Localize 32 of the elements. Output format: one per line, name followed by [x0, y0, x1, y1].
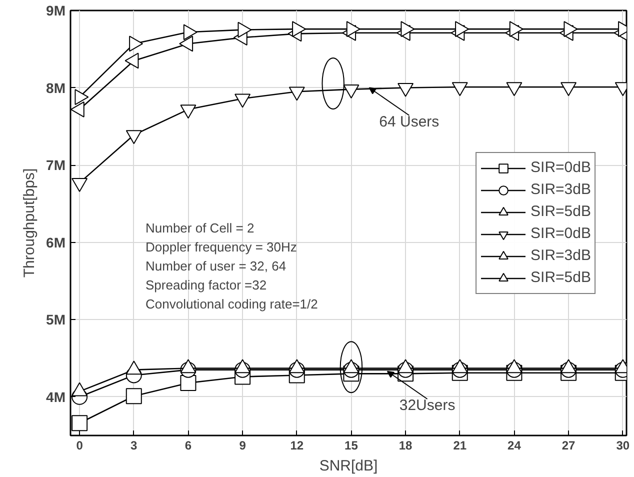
legend-label: SIR=3dB — [530, 246, 591, 266]
x-tick-label: 30 — [616, 438, 630, 452]
annotation: Convolutional coding rate=1/2 — [146, 296, 318, 312]
annotation: Number of user = 32, 64 — [146, 258, 286, 274]
legend-label: SIR=5dB — [530, 202, 591, 222]
y-tick-label: 9M — [46, 2, 66, 18]
x-tick-label: 12 — [290, 438, 304, 452]
y-tick-label: 7M — [46, 157, 66, 174]
x-tick-label: 21 — [453, 438, 467, 452]
x-tick-label: 24 — [508, 438, 522, 452]
x-tick-label: 3 — [130, 438, 138, 452]
x-tick-label: 6 — [184, 438, 192, 452]
legend-label: SIR=0dB — [530, 158, 591, 178]
y-axis-title: Throughput[bps] — [21, 168, 38, 278]
annotation: Doppler frequency = 30Hz — [146, 240, 297, 254]
x-tick-label: 18 — [398, 438, 413, 452]
x-tick-label: 15 — [344, 438, 358, 452]
annotation: Number of Cell = 2 — [146, 220, 254, 236]
x-tick-label: 9 — [239, 438, 246, 452]
y-tick-label: 6M — [46, 234, 66, 250]
x-tick-label: 27 — [562, 438, 576, 452]
x-tick-label: 0 — [76, 438, 84, 452]
x-axis-title: SNR[dB] — [319, 458, 378, 474]
legend-label: SIR=5dB — [530, 268, 591, 288]
legend-label: SIR=3dB — [530, 180, 591, 200]
annotation: 64 Users — [379, 113, 440, 130]
y-tick-label: 8M — [46, 80, 66, 96]
y-tick-label: 4M — [46, 388, 66, 405]
annotation: Spreading factor =32 — [146, 278, 267, 292]
legend-label: SIR=0dB — [530, 224, 591, 244]
y-tick-label: 5M — [46, 312, 66, 328]
annotation: 32Users — [399, 396, 456, 414]
